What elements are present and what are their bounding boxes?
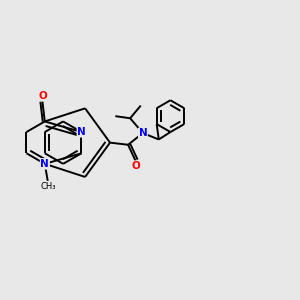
Text: CH₃: CH₃ [41,182,56,190]
Text: O: O [131,161,140,171]
Text: O: O [38,91,47,101]
Text: N: N [77,127,86,137]
Text: N: N [40,159,49,169]
Text: N: N [139,128,147,138]
Text: N: N [40,159,49,169]
